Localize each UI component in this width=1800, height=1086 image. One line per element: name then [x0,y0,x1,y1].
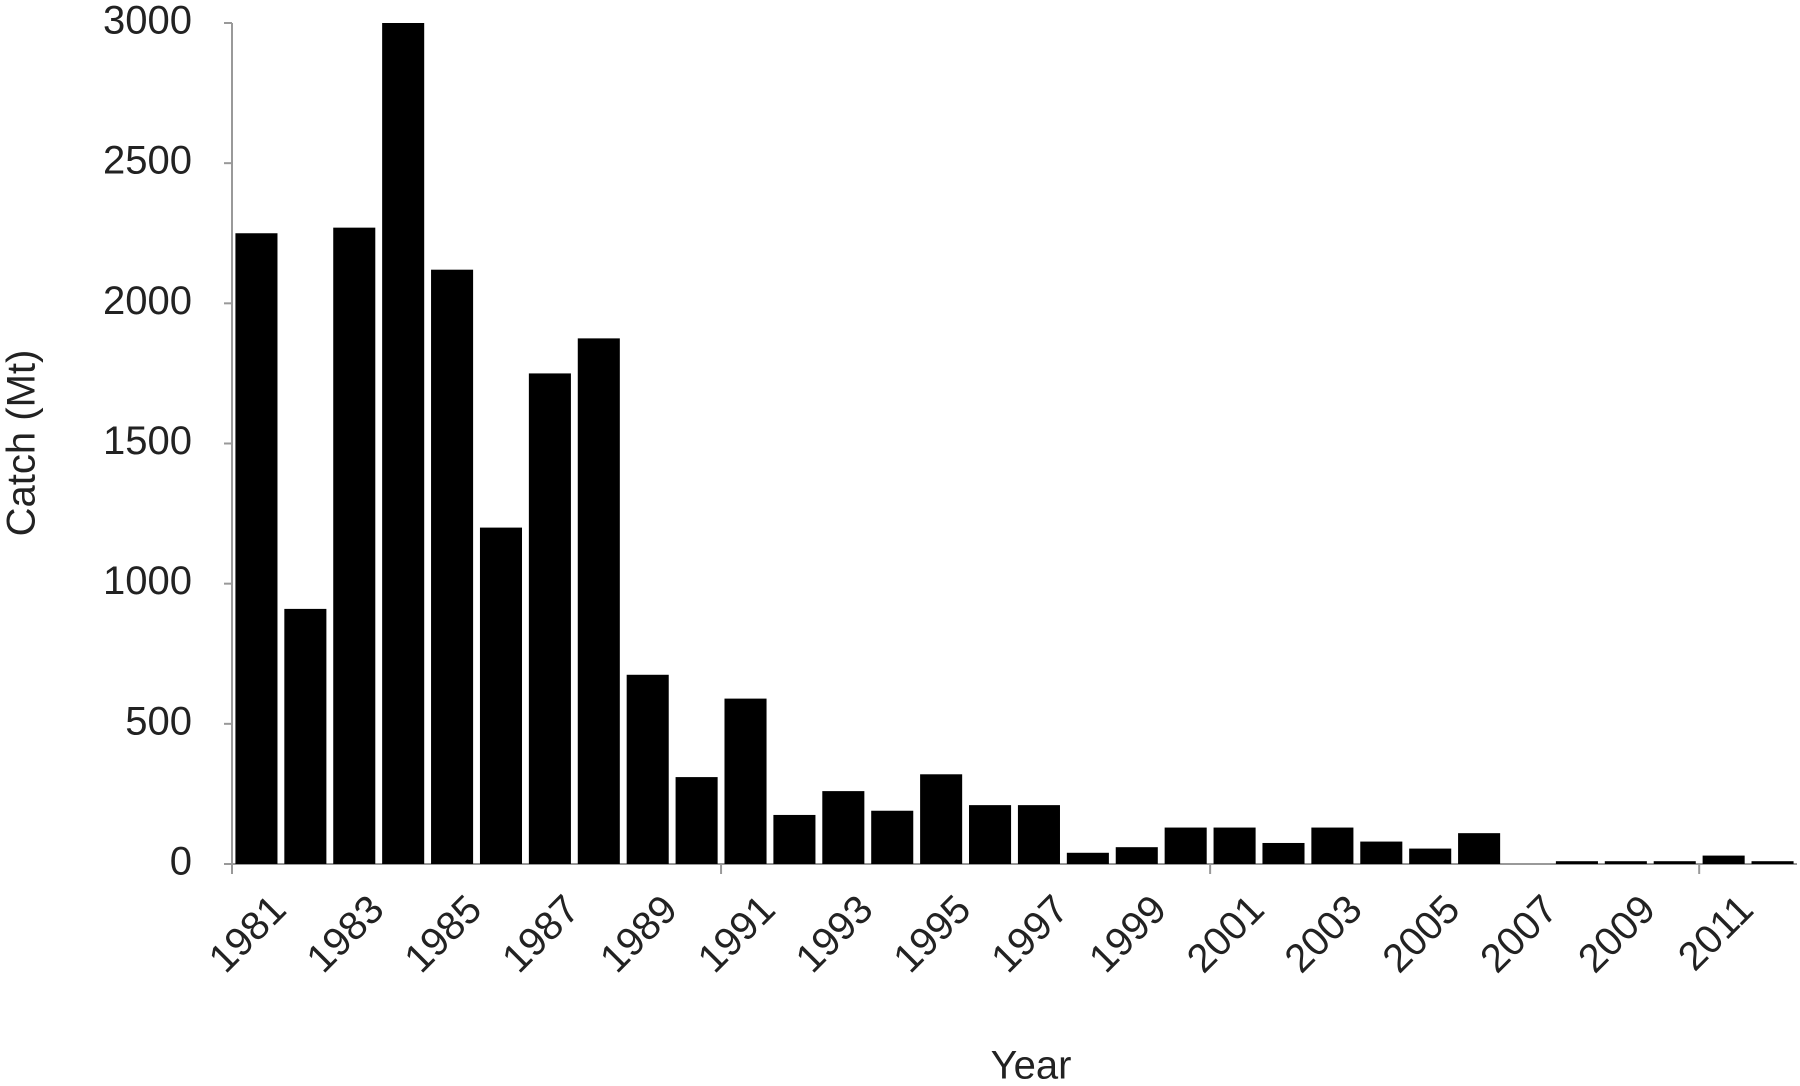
bar [1409,848,1452,864]
bar [382,23,425,864]
bar [1751,861,1794,864]
x-tick-label: 1999 [1081,887,1175,981]
bar [920,774,963,864]
x-tick-label: 2009 [1570,887,1664,981]
bar [1702,855,1745,864]
x-tick-label: 1983 [298,887,392,981]
x-tick-label: 1987 [494,887,588,981]
bar [871,810,914,864]
bar [969,805,1012,864]
bar [479,527,523,864]
bar [1262,842,1305,864]
x-tick-label: 1997 [983,887,1077,981]
bar [1311,827,1354,864]
x-tick-label: 1981 [201,887,295,981]
bar [626,674,669,864]
bar [1017,805,1060,864]
bar [1653,861,1696,864]
bar [1213,827,1256,864]
y-tick-label: 1000 [103,559,192,603]
bar [577,338,620,864]
y-tick-label: 2000 [103,279,192,323]
y-tick-label: 500 [125,699,192,743]
x-tick-label: 2011 [1670,887,1762,979]
bar [284,608,327,864]
bar [1555,861,1598,864]
bar [1066,852,1109,864]
bar [235,233,278,864]
x-tick-label: 2005 [1374,887,1468,981]
y-tick-label: 2500 [103,139,192,183]
bar [822,791,865,864]
bar [773,814,816,864]
y-axis-title: Catch (Mt) [0,350,44,537]
x-tick-label: 1991 [690,887,784,981]
bar [724,698,767,864]
x-tick-label: 1993 [787,887,881,981]
bar [1604,861,1647,864]
x-tick-label: 2007 [1472,887,1566,981]
bar [431,269,474,864]
x-tick-label: 1989 [592,887,686,981]
bar [333,227,376,865]
x-tick-label: 1995 [885,887,979,981]
bar [1164,827,1207,864]
bar [1115,847,1158,864]
x-tick-label: 2003 [1277,887,1371,981]
x-tick-label: 1985 [396,887,490,981]
bar [1360,841,1403,864]
bar [675,777,718,864]
bar [1458,833,1501,864]
y-tick-label: 3000 [103,0,192,43]
y-tick-label: 0 [170,840,192,884]
x-axis-title: Year [991,1044,1072,1086]
x-tick-label: 2001 [1179,887,1273,981]
bar [528,373,571,864]
y-tick-label: 1500 [103,419,192,463]
